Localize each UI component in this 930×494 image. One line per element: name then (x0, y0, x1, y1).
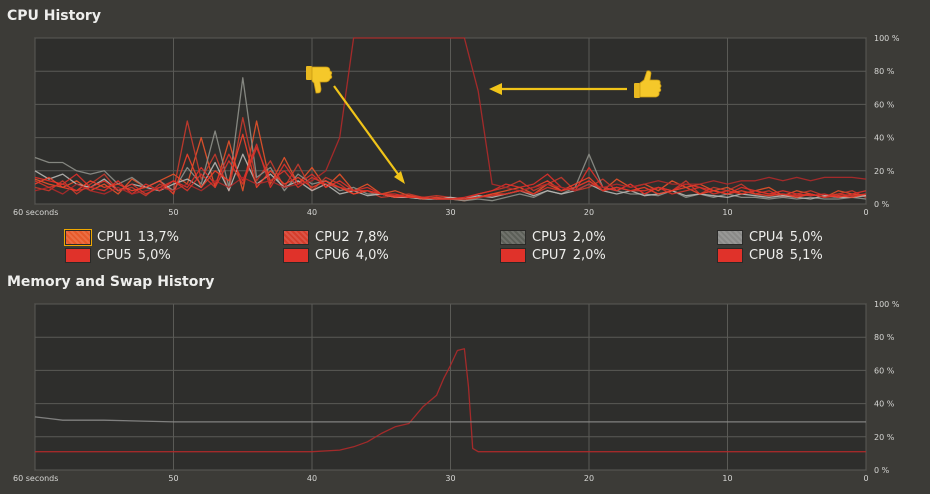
legend-value: 2,0% (572, 248, 606, 263)
mem-series-line-1 (34, 416, 866, 423)
legend-item-cpu7[interactable]: CPU7 2,0% (500, 247, 606, 264)
legend-item-cpu1[interactable]: CPU1 13,7% (64, 229, 180, 246)
cpu5-color-swatch[interactable] (65, 248, 91, 263)
mem-x-tick-label: 40 (307, 474, 317, 483)
cpu4-color-swatch[interactable] (717, 230, 743, 245)
legend-label: CPU4 (749, 230, 784, 245)
cpu-legend: CPU1 13,7% CPU2 7,8% CPU3 2,0% CPU4 5,0%… (64, 229, 905, 265)
mem-y-tick-label: 0 % (874, 466, 890, 475)
thumbs-up-icon (634, 70, 662, 98)
legend-label: CPU3 (532, 230, 567, 245)
mem-series-line-0 (35, 348, 866, 453)
legend-label: CPU7 (532, 248, 567, 263)
cpu7-color-swatch[interactable] (500, 248, 526, 263)
cpu-y-tick-label: 20 % (874, 167, 895, 176)
mem-x-tick-label: 30 (445, 474, 455, 483)
legend-item-cpu4[interactable]: CPU4 5,0% (717, 229, 823, 246)
mem-x-tick-label: 10 (722, 474, 732, 483)
cpu-y-tick-label: 60 % (874, 100, 895, 109)
cpu-x-tick-label: 60 seconds (13, 208, 58, 217)
mem-y-tick-label: 100 % (874, 300, 900, 309)
cpu-x-tick-label: 10 (722, 208, 732, 217)
mem-x-tick-label: 50 (168, 474, 178, 483)
cpu-history-chart: 60 seconds 50 40 30 20 10 0 0 % 20 % 40 % 60 % 80 %… (13, 34, 900, 217)
legend-item-cpu5[interactable]: CPU5 5,0% (65, 247, 171, 264)
cpu8-color-swatch[interactable] (717, 248, 743, 263)
cpu-y-tick-label: 0 % (874, 200, 890, 209)
legend-label: CPU6 (315, 248, 350, 263)
mem-y-tick-label: 60 % (874, 366, 895, 375)
annotation-layer (306, 66, 662, 184)
cpu-history-title: CPU History (7, 8, 101, 24)
legend-label: CPU5 (97, 248, 132, 263)
legend-item-cpu2[interactable]: CPU2 7,8% (283, 229, 389, 246)
cpu-series-line-cpu8 (34, 146, 867, 200)
memory-swap-history-title: Memory and Swap History (7, 274, 215, 290)
legend-value: 4,0% (355, 248, 389, 263)
cpu-x-tick-label: 50 (168, 208, 178, 217)
legend-label: CPU2 (315, 230, 350, 245)
thumbs-down-icon (306, 66, 333, 94)
mem-x-tick-label: 20 (584, 474, 594, 483)
legend-value: 13,7% (137, 230, 180, 245)
cpu-y-tick-label: 40 % (874, 134, 895, 143)
down-arrowhead (394, 171, 405, 184)
down-arrow-line (333, 85, 404, 182)
legend-value: 5,0% (789, 230, 823, 245)
mem-x-tick-label: 60 seconds (13, 474, 58, 483)
legend-value: 2,0% (572, 230, 606, 245)
cpu-x-tick-label: 20 (584, 208, 594, 217)
memory-swap-history-chart: 60 seconds 50 40 30 20 10 0 0 % 20 % 40 % 60 % 80 %… (13, 300, 900, 483)
cpu2-color-swatch[interactable] (283, 230, 309, 245)
cpu-series-line-cpu4 (34, 153, 867, 200)
legend-value: 5,1% (789, 248, 823, 263)
cpu-series-line-cpu7 (34, 37, 867, 195)
cpu-x-tick-label: 30 (445, 208, 455, 217)
legend-item-cpu8[interactable]: CPU8 5,1% (717, 247, 823, 264)
mem-y-tick-label: 20 % (874, 433, 895, 442)
left-arrowhead (489, 83, 502, 95)
legend-label: CPU8 (749, 248, 784, 263)
cpu-x-tick-label: 0 (863, 208, 868, 217)
legend-item-cpu6[interactable]: CPU6 4,0% (283, 247, 389, 264)
legend-value: 7,8% (355, 230, 389, 245)
cpu3-color-swatch[interactable] (500, 230, 526, 245)
mem-x-tick-label: 0 (863, 474, 868, 483)
legend-value: 5,0% (137, 248, 171, 263)
cpu1-color-swatch[interactable] (64, 229, 92, 246)
cpu-y-tick-label: 80 % (874, 67, 895, 76)
legend-label: CPU1 (97, 230, 132, 245)
cpu-y-tick-label: 100 % (874, 34, 900, 43)
mem-y-tick-label: 40 % (874, 400, 895, 409)
cpu-x-tick-label: 40 (307, 208, 317, 217)
cpu6-color-swatch[interactable] (283, 248, 309, 263)
legend-item-cpu3[interactable]: CPU3 2,0% (500, 229, 606, 246)
mem-y-tick-label: 80 % (874, 333, 895, 342)
